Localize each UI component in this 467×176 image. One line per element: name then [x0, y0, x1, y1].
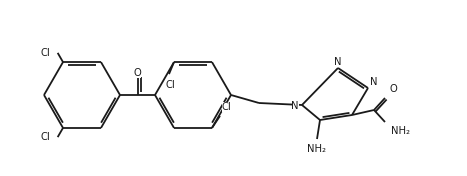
- Text: Cl: Cl: [222, 102, 232, 112]
- Text: N: N: [370, 77, 377, 87]
- Text: O: O: [134, 68, 142, 78]
- Text: N: N: [334, 57, 342, 67]
- Text: NH₂: NH₂: [307, 144, 326, 154]
- Text: Cl: Cl: [41, 48, 51, 58]
- Text: NH₂: NH₂: [391, 126, 410, 136]
- Text: Cl: Cl: [165, 80, 175, 90]
- Text: O: O: [389, 84, 397, 94]
- Text: Cl: Cl: [41, 132, 51, 142]
- Text: N: N: [291, 101, 299, 111]
